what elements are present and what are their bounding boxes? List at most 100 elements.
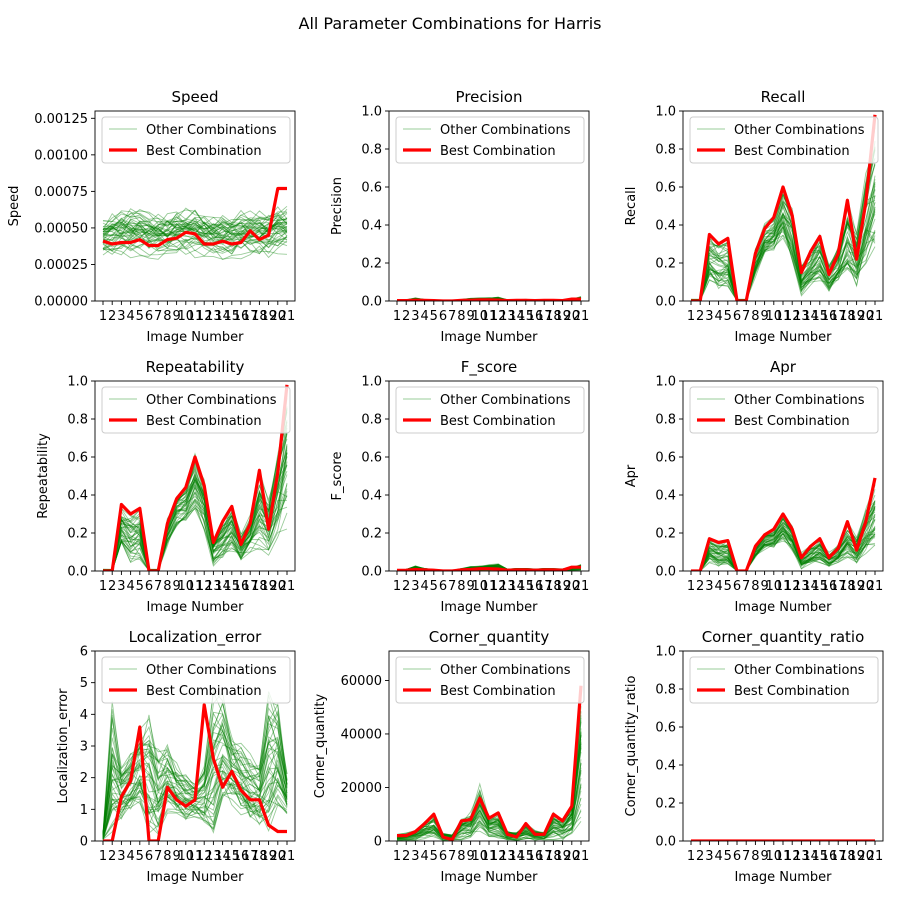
other-combination-line — [102, 456, 288, 571]
other-combination-line — [102, 456, 288, 571]
x-tick-label: 20 — [564, 309, 581, 324]
x-tick-label: 11 — [187, 309, 204, 324]
y-tick-label: 1.0 — [655, 645, 676, 660]
x-tick-label: 13 — [499, 849, 516, 864]
other-combination-line — [102, 232, 288, 254]
other-combination-line — [690, 189, 876, 301]
other-combination-line — [102, 777, 288, 839]
other-combination-line — [102, 223, 288, 244]
other-combination-line — [102, 209, 288, 228]
other-combination-line — [102, 425, 288, 571]
y-tick-label: 0.8 — [655, 683, 676, 698]
other-combination-line — [102, 464, 288, 571]
x-tick-label: 18 — [839, 849, 856, 864]
x-tick-label: 12 — [196, 579, 213, 594]
other-combination-line — [691, 500, 876, 571]
legend-other-label: Other Combinations — [440, 663, 571, 678]
x-axis-label: Image Number — [440, 600, 538, 615]
other-combination-line — [691, 505, 876, 571]
x-tick-label: 16 — [821, 849, 838, 864]
x-tick-label: 21 — [573, 579, 590, 594]
other-combination-line — [691, 515, 876, 571]
y-axis-label: Localization_error — [56, 688, 71, 804]
x-tick-label: 8 — [163, 579, 171, 594]
x-tick-label: 7 — [448, 579, 456, 594]
x-tick-label: 10 — [766, 309, 783, 324]
x-tick-label: 2 — [108, 579, 116, 594]
x-tick-label: 6 — [733, 309, 741, 324]
y-axis-label: Repeatability — [36, 433, 51, 519]
x-tick-label: 19 — [260, 309, 277, 324]
other-combination-line — [690, 208, 876, 301]
x-tick-label: 19 — [260, 849, 277, 864]
other-combination-line — [102, 779, 288, 840]
x-tick-label: 7 — [742, 579, 750, 594]
x-tick-label: 16 — [527, 309, 544, 324]
x-tick-label: 12 — [196, 849, 213, 864]
other-combination-line — [690, 210, 876, 301]
x-tick-label: 5 — [136, 849, 144, 864]
other-combination-line — [396, 810, 582, 841]
x-tick-label: 16 — [821, 309, 838, 324]
other-combination-line — [396, 769, 582, 839]
legend-best-label: Best Combination — [440, 684, 556, 699]
other-combination-line — [102, 452, 288, 571]
x-tick-label: 1 — [99, 309, 107, 324]
x-axis-label: Image Number — [734, 870, 832, 885]
best-combination-line — [102, 186, 287, 248]
other-combination-line — [690, 147, 876, 301]
y-axis-label: Precision — [330, 177, 345, 235]
other-combination-line — [103, 501, 288, 571]
x-tick-label: 11 — [187, 579, 204, 594]
x-tick-label: 11 — [481, 849, 498, 864]
x-tick-label: 17 — [830, 849, 847, 864]
other-combination-line — [690, 527, 876, 571]
other-combination-line — [690, 201, 876, 301]
y-tick-label: 0.00050 — [34, 221, 88, 236]
x-tick-label: 15 — [812, 309, 829, 324]
other-combination-line — [102, 781, 288, 841]
legend-best-label: Best Combination — [734, 144, 850, 159]
y-axis-label: Corner_quantity — [313, 693, 328, 798]
x-tick-label: 20 — [564, 579, 581, 594]
other-combination-line — [690, 195, 876, 301]
x-tick-label: 21 — [573, 849, 590, 864]
other-combination-line — [690, 206, 876, 301]
x-tick-label: 10 — [766, 849, 783, 864]
other-combination-line — [691, 507, 876, 571]
other-combination-line — [396, 762, 582, 840]
x-tick-label: 1 — [393, 849, 401, 864]
other-combination-line — [691, 211, 876, 301]
other-combination-line — [691, 218, 876, 301]
other-combination-line — [690, 509, 876, 571]
other-combination-line — [691, 185, 876, 301]
x-tick-label: 10 — [766, 579, 783, 594]
x-tick-label: 4 — [420, 309, 428, 324]
subplot-title: Apr — [770, 358, 797, 376]
other-combination-line — [102, 781, 288, 839]
other-combination-line — [396, 803, 582, 841]
other-combination-line — [102, 427, 288, 571]
x-tick-label: 18 — [545, 309, 562, 324]
other-combination-line — [396, 809, 582, 841]
y-tick-label: 0.0 — [655, 295, 676, 310]
subplot-f_score: 0.00.20.40.60.81.01 2 3 4 5 6 7 8 91011121314151… — [330, 358, 590, 615]
x-tick-label: 2 — [696, 849, 704, 864]
x-tick-label: 17 — [536, 849, 553, 864]
x-tick-label: 12 — [196, 309, 213, 324]
other-combination-line — [102, 218, 288, 236]
x-tick-label: 14 — [214, 849, 231, 864]
other-combination-line — [690, 175, 876, 301]
other-combination-line — [690, 526, 876, 571]
x-tick-label: 3 — [117, 309, 125, 324]
y-tick-label: 0.2 — [67, 527, 88, 542]
x-tick-label: 3 — [411, 309, 419, 324]
other-combination-line — [102, 220, 288, 238]
other-combination-line — [102, 220, 288, 239]
x-tick-label: 10 — [178, 309, 195, 324]
other-combination-line — [690, 506, 876, 571]
other-combination-line — [102, 235, 288, 256]
other-combination-line — [690, 213, 876, 301]
other-combination-line — [396, 783, 582, 840]
